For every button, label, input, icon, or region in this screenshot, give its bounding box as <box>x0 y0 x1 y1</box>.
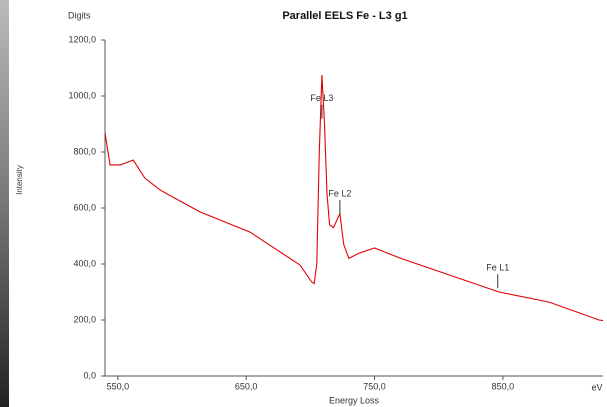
x-tick-label: 550,0 <box>107 381 130 391</box>
y-tick-label: 0,0 <box>83 370 96 380</box>
chart-title: Parallel EELS Fe - L3 g1 <box>282 10 407 22</box>
y-tick-label: 200,0 <box>73 314 96 324</box>
x-tick-label: 650,0 <box>235 381 258 391</box>
x-axis-label: Energy Loss <box>329 395 380 405</box>
y-tick-label: 1200,0 <box>68 34 96 44</box>
y-tick-label: 1000,0 <box>68 90 96 100</box>
x-tick-label: 850,0 <box>492 381 515 391</box>
x-unit: eV <box>591 382 602 392</box>
side-image <box>0 0 9 407</box>
y-tick-label: 600,0 <box>73 202 96 212</box>
spectrum-line <box>104 74 604 322</box>
annotation: Fe L2 <box>328 188 351 198</box>
annotation: Fe L3 <box>310 93 333 103</box>
y-unit: Digits <box>68 10 91 20</box>
y-tick-label: 400,0 <box>73 258 96 268</box>
y-axis-label: Intensity <box>15 165 24 195</box>
annotation: Fe L1 <box>486 263 509 273</box>
x-tick-label: 750,0 <box>363 381 386 391</box>
y-tick-label: 800,0 <box>73 146 96 156</box>
